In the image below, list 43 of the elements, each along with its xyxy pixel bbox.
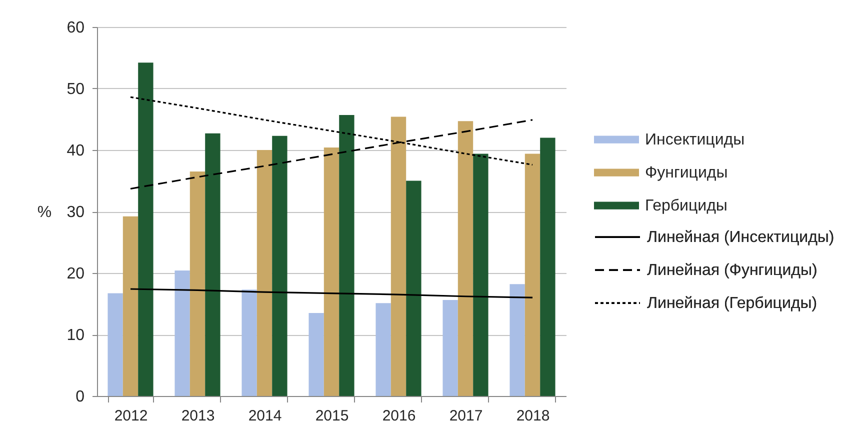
legend-label: Линейная (Инсектициды) bbox=[647, 229, 834, 246]
legend-label: Линейная (Фунгициды) bbox=[647, 262, 818, 280]
bar bbox=[540, 138, 556, 396]
bar bbox=[442, 300, 458, 396]
bar bbox=[122, 216, 138, 396]
y-tick-label: 0 bbox=[76, 388, 85, 406]
bar bbox=[256, 150, 272, 396]
legend-label: Инсектициды bbox=[645, 132, 745, 149]
x-tick-label: 2014 bbox=[248, 408, 282, 424]
y-tick-label: 50 bbox=[66, 81, 85, 98]
x-tick-label: 2016 bbox=[382, 408, 416, 424]
bar bbox=[242, 290, 257, 396]
bar bbox=[174, 270, 190, 396]
y-tick-label: 10 bbox=[66, 327, 85, 344]
x-tick-label: 2013 bbox=[181, 408, 215, 424]
y-axis-title: % bbox=[37, 204, 52, 221]
legend-label: Гербициды bbox=[645, 198, 728, 215]
x-tick-label: 2018 bbox=[516, 408, 550, 424]
x-tick-label: 2012 bbox=[114, 408, 148, 424]
bar bbox=[190, 172, 206, 396]
y-tick-label: 20 bbox=[66, 266, 85, 282]
y-tick-label: 40 bbox=[66, 142, 85, 160]
bar bbox=[390, 116, 406, 396]
y-tick-label: 30 bbox=[66, 204, 85, 221]
bar bbox=[376, 303, 391, 396]
bar bbox=[272, 136, 288, 396]
bar bbox=[339, 114, 354, 396]
bar bbox=[308, 312, 324, 396]
bar bbox=[138, 62, 154, 396]
x-tick-label: 2017 bbox=[449, 408, 483, 424]
legend-label: Линейная (Гербициды) bbox=[647, 295, 818, 312]
bar bbox=[205, 133, 220, 396]
bar bbox=[108, 293, 123, 396]
line-series bbox=[130, 288, 534, 298]
bar bbox=[473, 154, 488, 396]
bar bbox=[406, 180, 422, 396]
bar bbox=[510, 284, 525, 396]
bar bbox=[324, 148, 340, 396]
legend-label: Фунгициды bbox=[645, 164, 728, 182]
bar bbox=[458, 121, 474, 396]
y-tick-label: 60 bbox=[66, 20, 85, 36]
bar bbox=[524, 154, 540, 396]
x-tick-label: 2015 bbox=[315, 408, 349, 424]
